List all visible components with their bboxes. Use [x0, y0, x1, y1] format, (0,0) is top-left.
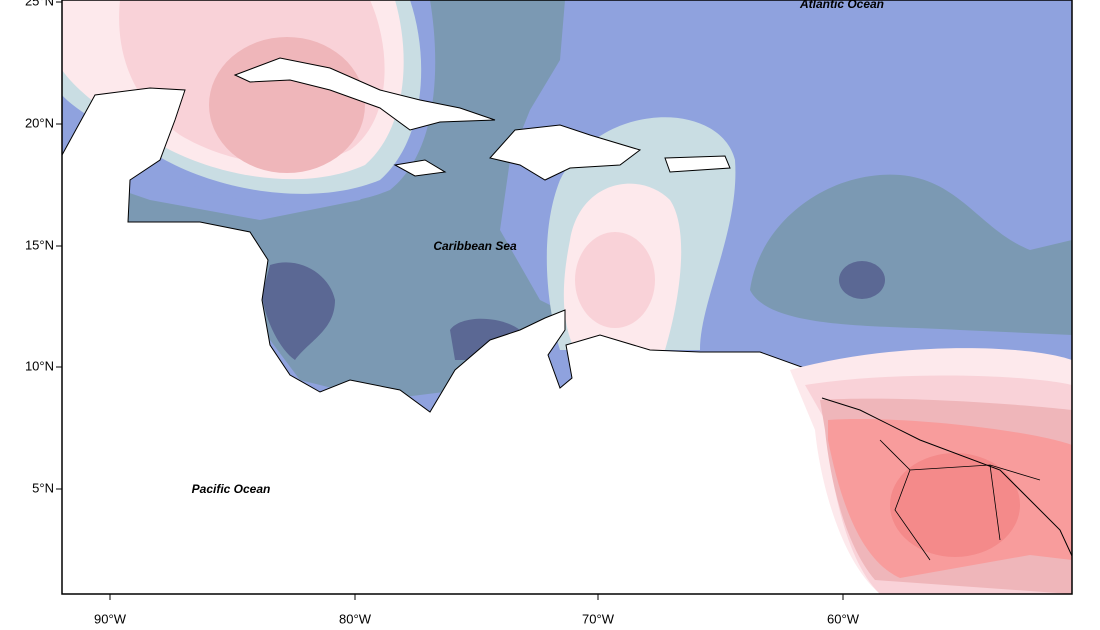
- ticks: 25°N 20°N 15°N 10°N 5°N 90°W 80°W 70°W 60°W: [25, 0, 860, 626]
- map-area: [62, 0, 1072, 594]
- lon-tick-label: 60°W: [827, 611, 860, 626]
- ocean-label: Pacific Ocean: [192, 482, 271, 496]
- island-hispaniola: [489, 124, 642, 181]
- lat-tick-label: 20°N: [25, 115, 54, 130]
- ocean-label: Caribbean Sea: [433, 239, 517, 253]
- contour-slate: [62, 0, 600, 400]
- lon-tick-label: 90°W: [94, 611, 127, 626]
- island-jamaica: [393, 159, 447, 177]
- lat-tick-label: 10°N: [25, 358, 54, 373]
- lat-tick-label: 25°N: [25, 0, 54, 8]
- ocean-label: Atlantic Ocean: [799, 0, 884, 11]
- border: [879, 439, 1041, 561]
- lat-tick-label: 15°N: [25, 237, 54, 252]
- coastline: [821, 397, 1072, 557]
- contour-slate: [750, 174, 1072, 335]
- lon-tick-label: 70°W: [582, 611, 615, 626]
- contour-dark: [839, 261, 885, 299]
- contour-pink: [575, 232, 655, 328]
- frame: [61, 0, 1073, 595]
- lat-tick-label: 5°N: [32, 480, 54, 495]
- island-cuba: [233, 57, 496, 131]
- island-puerto-rico: [664, 155, 731, 173]
- contour-dark: [262, 262, 335, 360]
- ocean-labels: Atlantic Ocean Caribbean Sea Pacific Ocean: [192, 0, 884, 496]
- lon-tick-label: 80°W: [339, 611, 372, 626]
- contour-dark: [450, 318, 520, 360]
- contour-deep-red: [890, 453, 1020, 557]
- contour-rose: [209, 37, 365, 173]
